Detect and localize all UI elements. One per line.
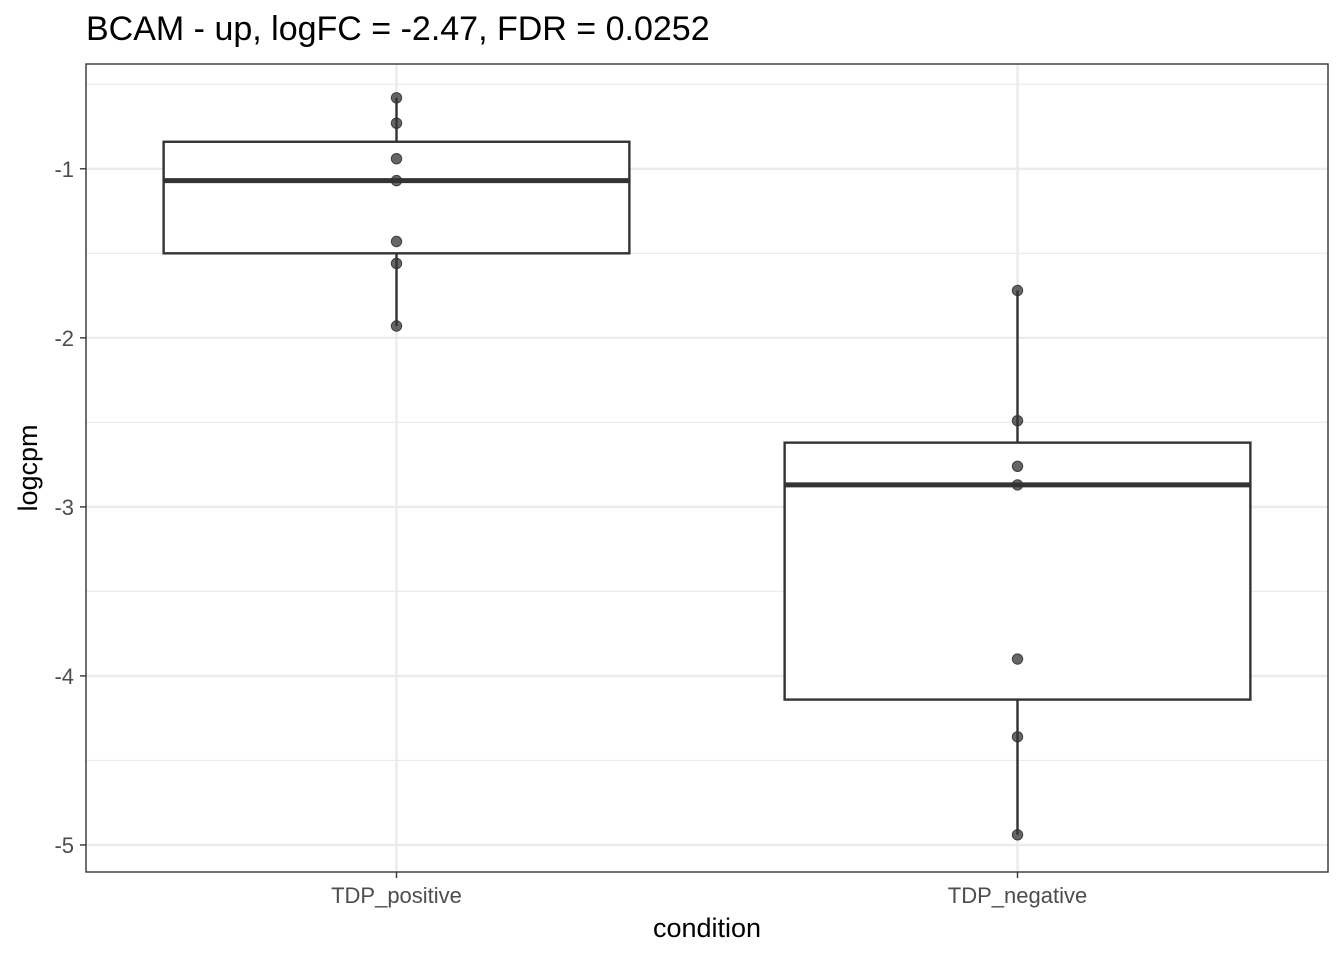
data-point — [390, 92, 403, 104]
data-point — [390, 117, 403, 129]
data-point — [1011, 479, 1024, 491]
axis-ticks: -1 -2 -3 -4 -5 TDP_positive TDP_negative — [54, 157, 1087, 908]
y-tick-label: -5 — [54, 833, 74, 858]
y-axis-title: logcpm — [13, 424, 43, 511]
data-point — [1011, 653, 1024, 665]
boxes — [162, 97, 1252, 835]
data-point — [390, 174, 403, 187]
y-tick-label: -3 — [54, 495, 74, 520]
data-point — [1011, 284, 1024, 297]
y-tick-label: -1 — [54, 157, 74, 182]
data-point — [1011, 731, 1024, 743]
data-point — [1011, 414, 1024, 427]
y-tick-label: -2 — [54, 326, 74, 351]
data-points — [390, 92, 1024, 841]
x-axis-title: condition — [653, 913, 761, 943]
data-point — [390, 257, 403, 270]
chart-title: BCAM - up, logFC = -2.47, FDR = 0.0252 — [86, 10, 710, 48]
data-point — [1011, 460, 1024, 473]
data-point — [390, 235, 403, 248]
data-point — [390, 320, 403, 332]
x-tick-label: TDP_negative — [948, 883, 1087, 908]
x-tick-label: TDP_positive — [331, 883, 462, 908]
data-point — [1011, 829, 1024, 841]
data-point — [390, 152, 403, 165]
panel-border — [85, 63, 1329, 873]
y-tick-label: -4 — [54, 664, 74, 689]
